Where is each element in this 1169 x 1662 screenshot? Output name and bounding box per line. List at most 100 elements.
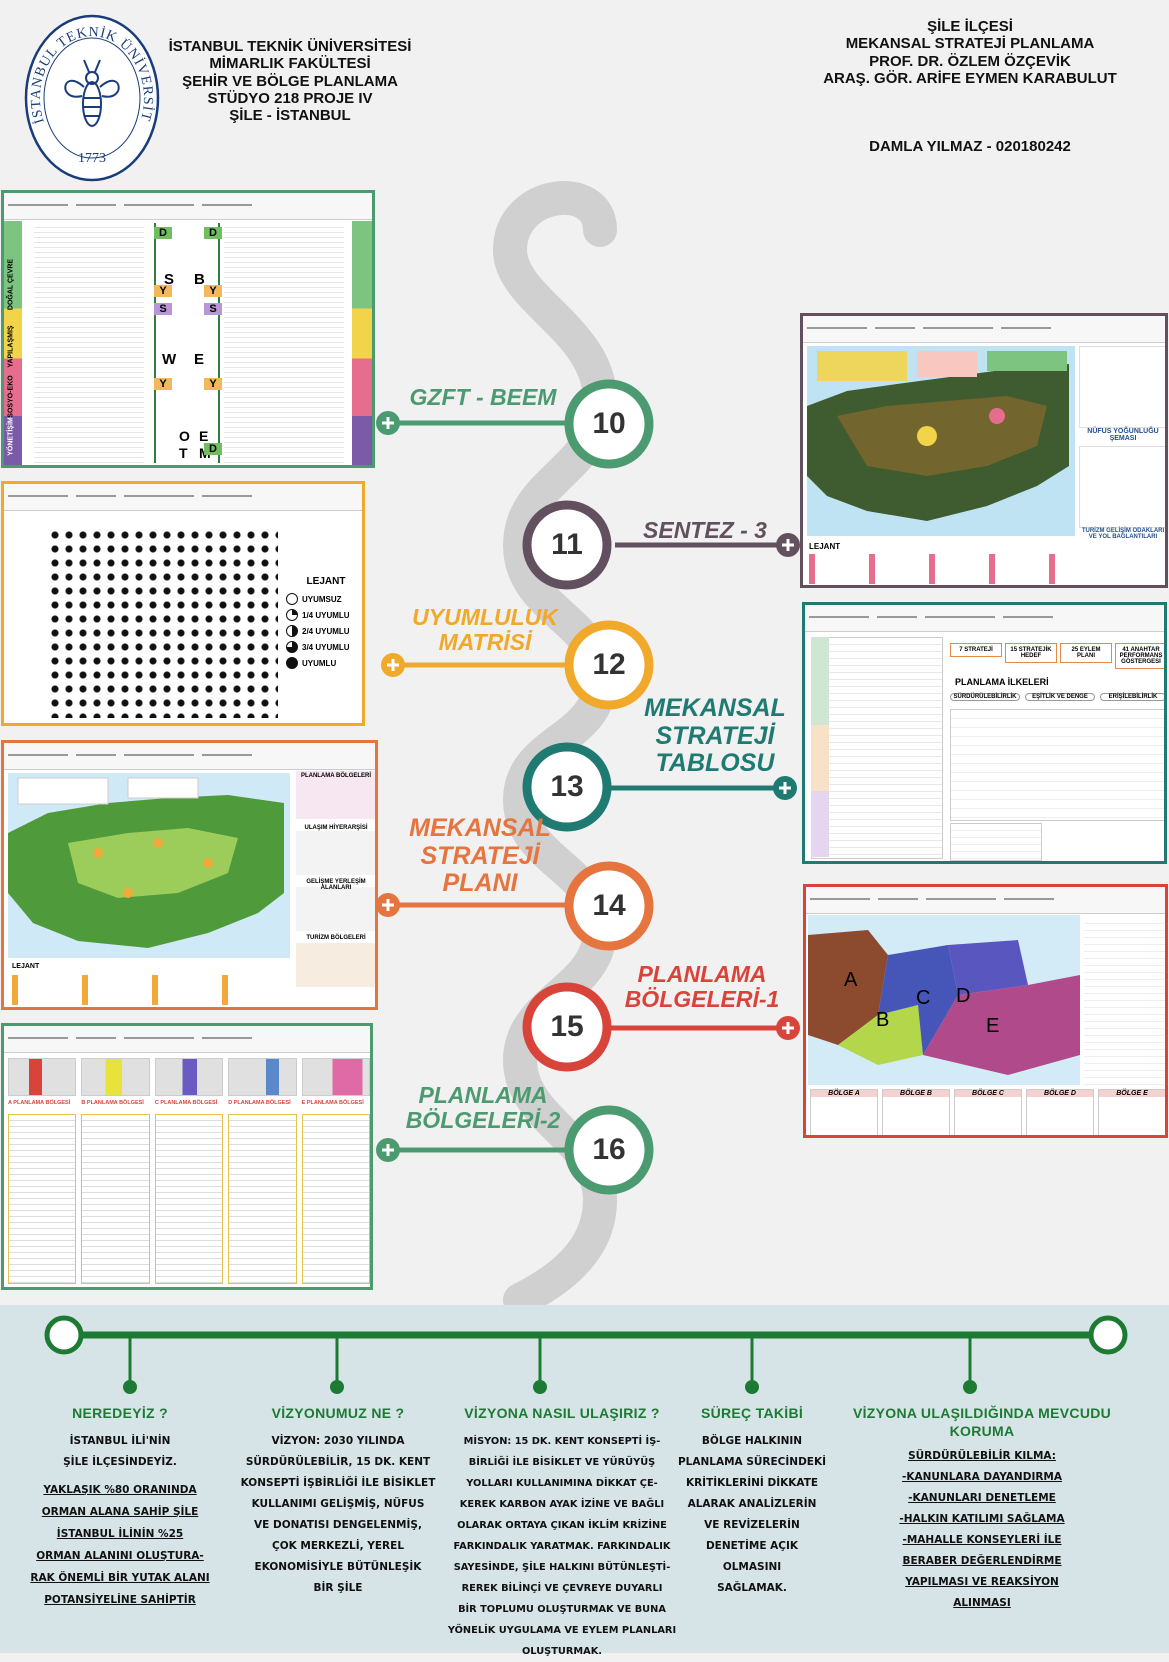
column-line: KULLANIMI GELİŞMİŞ, NÜFUS <box>251 1497 425 1510</box>
gzft-letter: W <box>162 351 177 368</box>
column-line: EKONOMİSİYLE BÜTÜNLEŞİK <box>254 1560 422 1573</box>
gzft-letter: O <box>179 428 190 444</box>
principles-heading: PLANLAMA İLKELERİ <box>955 677 1049 687</box>
sentez-label: TURİZM GELİŞİM ODAKLARI VE YOL BAĞLANTIL… <box>1081 528 1165 540</box>
column-line: REREK BİLİNÇİ VE ÇEVREYE DUYARLI <box>461 1582 663 1594</box>
circle-quarter-icon <box>286 609 298 621</box>
circle-half-icon <box>286 625 298 637</box>
column-title: KORUMA <box>949 1422 1015 1439</box>
gzft-marker: D <box>204 227 222 239</box>
column-title: VİZYONUMUZ NE ? <box>271 1405 405 1421</box>
header-left-line: MİMARLIK FAKÜLTESİ <box>209 55 371 73</box>
legend-title: LEJANT <box>306 576 346 587</box>
step-label-gzft[interactable]: GZFT - BEEM <box>388 384 578 410</box>
gzft-letter: S <box>164 271 175 288</box>
step-label-strateji-plani[interactable]: MEKANSAL STRATEJİ PLANI <box>395 814 565 898</box>
university-seal-logo: İSTANBUL TEKNİK ÜNİVERSİTESİ 1773 <box>22 12 160 182</box>
step-label-line: UYUMLULUK <box>412 604 558 630</box>
step-label-line: PLANI <box>442 869 518 897</box>
column-mevcudu-koruma: VİZYONA ULAŞILDIĞINDA MEVCUDU KORUMA SÜR… <box>842 1405 1122 1614</box>
step-label-line: MATRİSİ <box>438 629 532 656</box>
column-line: -HALKIN KATILIMI SAĞLAMA <box>899 1513 1065 1525</box>
step-label-line: BÖLGELERİ-1 <box>624 986 780 1013</box>
panel-mekansal-strateji-plani[interactable]: PLANLAMA BÖLGELERİ ULAŞIM HİYERARŞİSİ GE… <box>1 740 378 1010</box>
sentez-legend-title: LEJANT <box>809 542 841 551</box>
step-label-bolgeler-2[interactable]: PLANLAMA BÖLGELERİ-2 <box>393 1082 573 1134</box>
step-label-strateji-tablosu[interactable]: MEKANSAL STRATEJİ TABLOSU <box>635 694 795 778</box>
column-line: VİZYON: 2030 YILINDA <box>271 1434 405 1447</box>
header-left-line: İSTANBUL TEKNİK ÜNİVERSİTESİ <box>168 38 412 55</box>
step-label-line: BÖLGELERİ-2 <box>405 1107 561 1134</box>
gzft-side-label: YÖNETİŞİM <box>7 417 15 456</box>
header-right-line: PROF. DR. ÖZLEM ÖZÇEVİK <box>869 52 1071 70</box>
legend-item: 2/4 UYUMLU <box>302 626 350 636</box>
column-line: BİRLİĞİ İLE BİSİKLET VE YÜRÜYÜŞ <box>468 1456 656 1468</box>
column-line: ORMAN ALANA SAHİP ŞİLE <box>41 1505 199 1518</box>
legend-item: UYUMSUZ <box>302 594 342 604</box>
column-line: SAĞLAMAK. <box>717 1581 787 1594</box>
step-label-sentez[interactable]: SENTEZ - 3 <box>625 517 785 543</box>
column-line: BİR TOPLUMU OLUŞTURMAK VE BUNA <box>458 1603 666 1615</box>
column-line: ORMAN ALANINI OLUŞTURA- <box>36 1549 204 1562</box>
column-line: BİR ŞİLE <box>313 1581 363 1594</box>
panel-planlama-bolgeleri-1[interactable]: A B C D E BÖLGE A BÖLGE B BÖLGE C BÖLGE … <box>803 884 1168 1138</box>
strategy-count-box: 15 STRATEJİK HEDEF <box>1005 643 1057 663</box>
strategy-count-box: 25 EYLEM PLANI <box>1060 643 1112 663</box>
matrix-legend: LEJANT UYUMSUZ 1/4 UYUMLU 2/4 UYUMLU 3/4… <box>286 576 362 673</box>
column-line: FARKINDALIK YARATMAK. FARKINDALIK <box>453 1540 671 1552</box>
panel-gzft-beem[interactable]: S B W E O E T M D Y S Y D Y S Y D DOĞAL … <box>1 190 375 468</box>
column-line: YAKLAŞIK %80 ORANINDA <box>43 1483 197 1496</box>
bottom-timeline <box>44 1315 1128 1394</box>
step-number-14: 14 <box>592 889 626 922</box>
header-left-titles: İSTANBUL TEKNİK ÜNİVERSİTESİ MİMARLIK FA… <box>150 38 430 124</box>
header-right-line: ŞİLE İLÇESİ <box>927 18 1013 35</box>
gzft-side-label: DOĞAL ÇEVRE <box>7 258 15 311</box>
header-right-line: MEKANSAL STRATEJİ PLANLAMA <box>845 35 1095 53</box>
region-thumb-map <box>154 1058 224 1096</box>
gzft-letter: T <box>179 445 188 461</box>
panel-sentez-3[interactable]: NÜFUS YOĞUNLUĞU ŞEMASI TURİZM GELİŞİM OD… <box>800 313 1168 588</box>
gzft-marker: Y <box>204 285 222 297</box>
plan-legend-title: LEJANT <box>12 963 40 970</box>
matrix-dots <box>48 528 278 718</box>
region-table-head: BÖLGE E <box>1099 1090 1165 1097</box>
column-line: VE DONATISI DENGELENMİŞ, <box>254 1518 422 1531</box>
step-label-line: GZFT - BEEM <box>409 384 557 410</box>
column-line: BÖLGE HALKININ <box>701 1434 803 1447</box>
header-right-titles: ŞİLE İLÇESİ MEKANSAL STRATEJİ PLANLAMA P… <box>790 18 1150 87</box>
header-right-line: ARAŞ. GÖR. ARİFE EYMEN KARABULUT <box>823 69 1117 87</box>
region-thumb-map <box>81 1058 150 1096</box>
bee-icon <box>64 59 120 127</box>
gzft-letter: E <box>199 428 209 444</box>
gzft-marker: Y <box>154 378 172 390</box>
panel-mekansal-strateji-tablosu[interactable]: 7 STRATEJİ 15 STRATEJİK HEDEF 25 EYLEM P… <box>802 602 1167 864</box>
gzft-marker: S <box>154 303 172 315</box>
step-label-bolgeler-1[interactable]: PLANLAMA BÖLGELERİ-1 <box>612 961 792 1013</box>
step-label-line: MEKANSAL <box>409 814 551 842</box>
panel-planlama-bolgeleri-2[interactable]: A PLANLAMA BÖLGESİ B PLANLAMA BÖLGESİ C … <box>1 1023 373 1290</box>
column-neredeyiz: NEREDEYİZ ? İSTANBUL İLİ'NİN ŞİLE İLÇESİ… <box>10 1405 230 1611</box>
column-line: KONSEPTİ İŞBİRLİĞİ İLE BİSİKLET <box>240 1476 436 1489</box>
column-title-wrap: VİZYONA ULAŞILDIĞINDA MEVCUDU KORUMA <box>842 1405 1122 1440</box>
step-label-uyumluluk[interactable]: UYUMLULUK MATRİSİ <box>390 604 580 656</box>
region-table-head: BÖLGE A <box>811 1090 877 1097</box>
column-line: BERABER DEĞERLENDİRME <box>902 1555 1062 1567</box>
column-line: SAYESİNDE, ŞİLE HALKINI BÜTÜNLEŞTİ- <box>453 1561 671 1573</box>
gzft-marker: D <box>154 227 172 239</box>
column-title: VİZYONA ULAŞILDIĞINDA MEVCUDU <box>852 1405 1112 1421</box>
panel-uyumluluk-matrisi[interactable]: LEJANT UYUMSUZ 1/4 UYUMLU 2/4 UYUMLU 3/4… <box>1 481 365 726</box>
step-label-line: PLANLAMA <box>637 961 767 987</box>
column-line: KRİTİKLERİNİ DİKKATE <box>685 1476 819 1489</box>
column-line: DENETİME AÇIK <box>705 1539 799 1552</box>
region-letter: A <box>844 969 858 991</box>
column-line: KEREK KARBON AYAK İZİNE VE BAĞLI <box>459 1498 665 1510</box>
bottom-summary: NEREDEYİZ ? İSTANBUL İLİ'NİN ŞİLE İLÇESİ… <box>0 1305 1169 1657</box>
principle-item: SÜRDÜRÜLEBİLİRLİK <box>950 693 1020 701</box>
column-line: ALARAK ANALİZLERİN <box>687 1497 817 1510</box>
column-line: PLANLAMA SÜRECİNDEKİ <box>677 1455 827 1468</box>
principle-item: ERİŞİLEBİLİRLİK <box>1100 693 1164 701</box>
region-thumb-map <box>8 1058 77 1096</box>
column-line: İSTANBUL İLİ'NİN <box>69 1434 171 1447</box>
circle-full-icon <box>286 657 298 669</box>
column-line: -KANUNLARI DENETLEME <box>908 1492 1056 1504</box>
